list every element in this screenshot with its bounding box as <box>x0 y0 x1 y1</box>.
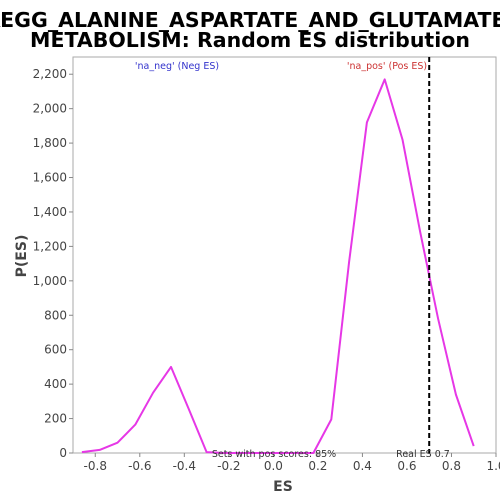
y-tick-label: 600 <box>44 343 67 357</box>
neg-es-label: 'na_neg' (Neg ES) <box>135 61 219 72</box>
chart-title-line-1: KEGG_ALANINE_ASPARTATE_AND_GLUTAMATE_ <box>0 8 500 32</box>
x-tick-label: -0.6 <box>128 459 151 473</box>
plot-frame <box>72 56 497 454</box>
x-tick-label: 0.0 <box>264 459 283 473</box>
x-tick-label: 0.2 <box>308 459 327 473</box>
y-tick-label: 1,600 <box>33 171 67 185</box>
x-tick-label: -0.2 <box>217 459 240 473</box>
pos-es-label: 'na_pos' (Pos ES) <box>347 61 427 72</box>
y-axis-label: P(ES) <box>14 235 30 278</box>
y-tick-label: 2,000 <box>33 102 67 116</box>
y-tick-label: 200 <box>44 412 67 426</box>
x-tick-label: 1.0 <box>486 459 500 473</box>
y-tick-label: 1,000 <box>33 274 67 288</box>
x-tick-label: 0.6 <box>397 459 416 473</box>
real-es-label: Real ES 0.7 <box>396 449 450 460</box>
y-tick-label: 1,800 <box>33 136 67 150</box>
y-tick-label: 1,200 <box>33 239 67 253</box>
y-tick-label: 1,400 <box>33 205 67 219</box>
chart-title-line-2: METABOLISM: Random ES distribution <box>30 28 470 52</box>
es-distribution-line <box>81 78 475 454</box>
x-tick-label: 0.4 <box>353 459 372 473</box>
x-tick-label: -0.8 <box>84 459 107 473</box>
y-tick-label: 0 <box>59 446 67 460</box>
sets-pos-scores-label: Sets with pos scores: 85% <box>212 449 336 460</box>
x-tick-label: -0.4 <box>173 459 196 473</box>
x-axis-label: ES <box>273 479 293 495</box>
y-tick-label: 800 <box>44 308 67 322</box>
y-tick-label: 2,200 <box>33 67 67 81</box>
x-tick-label: 0.8 <box>442 459 461 473</box>
y-tick-label: 400 <box>44 377 67 391</box>
plot-area: 0 200 400 600 800 1,000 1,200 1,400 1,600 1,800 2,… <box>33 56 500 473</box>
